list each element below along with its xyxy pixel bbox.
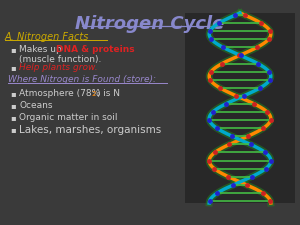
- Text: Organic matter in soil: Organic matter in soil: [19, 113, 118, 122]
- Text: Oceans: Oceans: [19, 101, 52, 110]
- Text: A. Nitrogen Facts: A. Nitrogen Facts: [5, 32, 89, 42]
- Text: DNA & proteins: DNA & proteins: [56, 45, 135, 54]
- Text: Where Nitrogen is Found (store):: Where Nitrogen is Found (store):: [8, 75, 156, 84]
- Text: Makes up: Makes up: [19, 45, 64, 54]
- Text: ▪: ▪: [10, 63, 16, 72]
- Text: Help plants grow.: Help plants grow.: [19, 63, 98, 72]
- Text: (muscle function).: (muscle function).: [19, 55, 101, 64]
- Text: ▪: ▪: [10, 101, 16, 110]
- Bar: [185, 13, 295, 203]
- Text: ▪: ▪: [10, 113, 16, 122]
- Text: Lakes, marshes, organisms: Lakes, marshes, organisms: [19, 125, 161, 135]
- Text: Nitrogen Cycle: Nitrogen Cycle: [75, 15, 225, 33]
- Text: ▪: ▪: [10, 89, 16, 98]
- Text: ▪: ▪: [10, 45, 16, 54]
- Text: ▪: ▪: [10, 125, 16, 134]
- Text: ): ): [96, 89, 100, 98]
- Text: 2: 2: [92, 91, 96, 97]
- Text: Atmosphere (78% is N: Atmosphere (78% is N: [19, 89, 120, 98]
